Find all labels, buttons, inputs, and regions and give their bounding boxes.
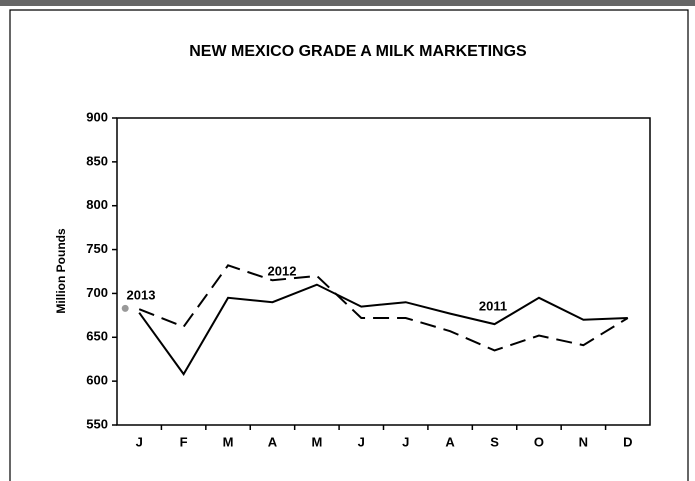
- y-tick-label: 850: [86, 153, 108, 168]
- line: [138, 283, 628, 376]
- x-tick-label: M: [223, 434, 234, 449]
- y-tick-label: 900: [86, 109, 108, 124]
- x-tick-label: N: [579, 434, 588, 449]
- series-label: 2013: [127, 287, 156, 302]
- x-tick-label: M: [311, 434, 322, 449]
- x-tick-label: J: [402, 434, 409, 449]
- series-label: 2011: [479, 298, 507, 313]
- point: [121, 304, 129, 312]
- line: [138, 264, 629, 352]
- y-axis-label: Million Pounds: [54, 228, 68, 314]
- x-tick-label: O: [534, 434, 544, 449]
- x-tick-label: J: [358, 434, 365, 449]
- x-tick-label: J: [136, 434, 143, 449]
- x-tick-label: A: [268, 434, 278, 449]
- y-tick-label: 650: [86, 329, 108, 344]
- series-label: 2012: [268, 263, 297, 278]
- top-bar: [0, 0, 695, 6]
- y-tick-label: 700: [86, 285, 108, 300]
- plot-area: [116, 117, 651, 426]
- y-tick-label: 800: [86, 197, 108, 212]
- y-tick-label: 750: [86, 241, 108, 256]
- x-tick-label: S: [490, 434, 499, 449]
- y-tick-label: 600: [86, 373, 108, 388]
- chart-title: NEW MEXICO GRADE A MILK MARKETINGS: [189, 43, 527, 60]
- y-tick-label: 550: [86, 416, 108, 431]
- frame: [9, 9, 689, 481]
- x-tick-label: D: [623, 434, 632, 449]
- x-tick-label: A: [445, 434, 455, 449]
- x-tick-label: F: [180, 434, 188, 449]
